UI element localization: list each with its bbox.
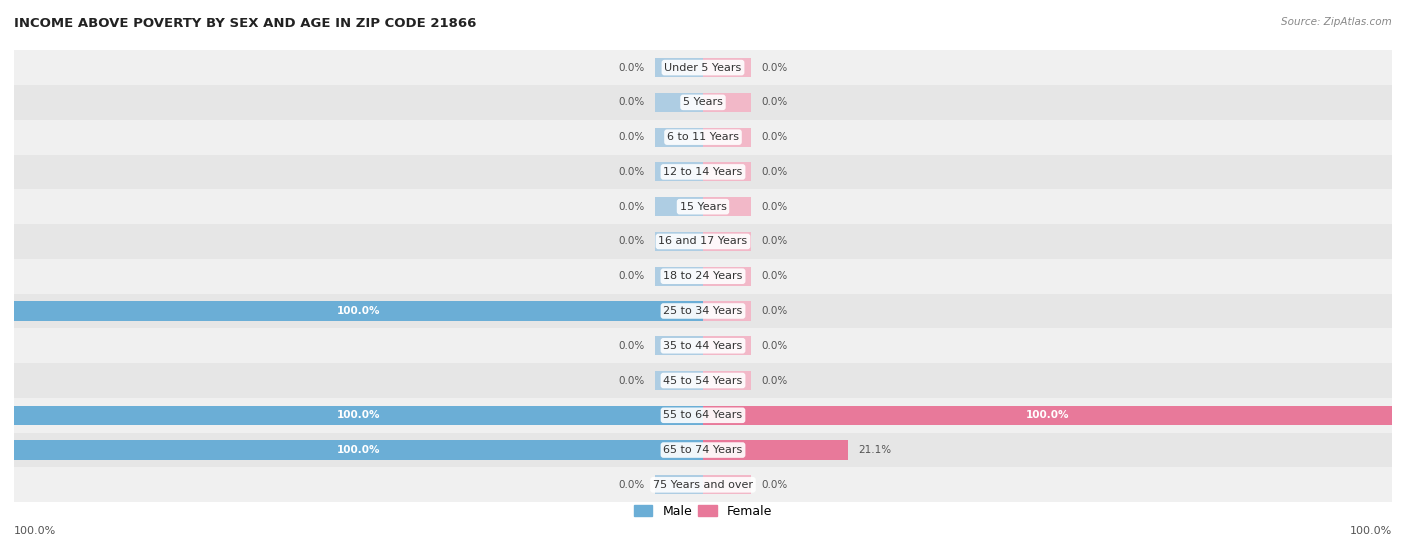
Text: 0.0%: 0.0% — [619, 341, 644, 351]
Text: 0.0%: 0.0% — [762, 132, 787, 142]
Text: 18 to 24 Years: 18 to 24 Years — [664, 271, 742, 281]
Text: 0.0%: 0.0% — [762, 167, 787, 177]
Bar — [14, 398, 1392, 432]
Text: 0.0%: 0.0% — [619, 271, 644, 281]
Bar — [14, 406, 703, 425]
Text: 55 to 64 Years: 55 to 64 Years — [664, 410, 742, 420]
Bar — [14, 432, 1392, 468]
Bar — [655, 128, 703, 147]
Bar — [655, 336, 703, 355]
Text: 12 to 14 Years: 12 to 14 Years — [664, 167, 742, 177]
Bar — [14, 50, 1392, 85]
Bar — [703, 162, 751, 181]
Text: 0.0%: 0.0% — [762, 62, 787, 73]
Bar — [703, 475, 751, 494]
Text: 75 Years and over: 75 Years and over — [652, 480, 754, 490]
Text: 0.0%: 0.0% — [762, 376, 787, 386]
Text: 0.0%: 0.0% — [619, 237, 644, 247]
Bar — [14, 363, 1392, 398]
Bar — [703, 406, 1392, 425]
Text: 100.0%: 100.0% — [337, 306, 380, 316]
Bar — [14, 259, 1392, 294]
Text: 0.0%: 0.0% — [762, 480, 787, 490]
Text: 100.0%: 100.0% — [1026, 410, 1069, 420]
Bar — [703, 301, 751, 320]
Text: 0.0%: 0.0% — [762, 271, 787, 281]
Bar — [703, 336, 751, 355]
Bar — [703, 371, 751, 390]
Text: 5 Years: 5 Years — [683, 98, 723, 107]
Bar — [14, 120, 1392, 155]
Legend: Male, Female: Male, Female — [628, 500, 778, 523]
Bar — [655, 162, 703, 181]
Text: 0.0%: 0.0% — [619, 480, 644, 490]
Bar — [14, 189, 1392, 224]
Text: 0.0%: 0.0% — [619, 376, 644, 386]
Bar — [14, 440, 703, 460]
Text: 0.0%: 0.0% — [762, 341, 787, 351]
Text: INCOME ABOVE POVERTY BY SEX AND AGE IN ZIP CODE 21866: INCOME ABOVE POVERTY BY SEX AND AGE IN Z… — [14, 17, 477, 30]
Bar — [14, 328, 1392, 363]
Bar — [655, 93, 703, 112]
Bar — [14, 224, 1392, 259]
Bar — [14, 85, 1392, 120]
Bar — [14, 468, 1392, 502]
Text: 0.0%: 0.0% — [762, 306, 787, 316]
Bar — [703, 93, 751, 112]
Bar — [703, 128, 751, 147]
Text: 100.0%: 100.0% — [14, 526, 56, 536]
Bar — [703, 440, 848, 460]
Text: 0.0%: 0.0% — [619, 62, 644, 73]
Bar — [703, 197, 751, 217]
Text: 21.1%: 21.1% — [859, 445, 891, 455]
Bar — [14, 155, 1392, 189]
Text: 0.0%: 0.0% — [762, 237, 787, 247]
Bar — [655, 475, 703, 494]
Text: 0.0%: 0.0% — [619, 201, 644, 211]
Bar — [655, 58, 703, 77]
Text: 0.0%: 0.0% — [619, 98, 644, 107]
Bar — [655, 371, 703, 390]
Text: 45 to 54 Years: 45 to 54 Years — [664, 376, 742, 386]
Text: 0.0%: 0.0% — [762, 98, 787, 107]
Text: 100.0%: 100.0% — [337, 445, 380, 455]
Bar — [703, 58, 751, 77]
Text: Source: ZipAtlas.com: Source: ZipAtlas.com — [1281, 17, 1392, 27]
Text: Under 5 Years: Under 5 Years — [665, 62, 741, 73]
Text: 0.0%: 0.0% — [619, 132, 644, 142]
Bar — [655, 232, 703, 251]
Text: 100.0%: 100.0% — [337, 410, 380, 420]
Text: 25 to 34 Years: 25 to 34 Years — [664, 306, 742, 316]
Bar — [14, 294, 1392, 328]
Bar — [703, 232, 751, 251]
Text: 35 to 44 Years: 35 to 44 Years — [664, 341, 742, 351]
Text: 100.0%: 100.0% — [1350, 526, 1392, 536]
Text: 15 Years: 15 Years — [679, 201, 727, 211]
Bar — [14, 301, 703, 320]
Bar — [655, 197, 703, 217]
Text: 0.0%: 0.0% — [619, 167, 644, 177]
Text: 0.0%: 0.0% — [762, 201, 787, 211]
Bar — [703, 267, 751, 286]
Bar — [655, 267, 703, 286]
Text: 16 and 17 Years: 16 and 17 Years — [658, 237, 748, 247]
Text: 65 to 74 Years: 65 to 74 Years — [664, 445, 742, 455]
Text: 6 to 11 Years: 6 to 11 Years — [666, 132, 740, 142]
